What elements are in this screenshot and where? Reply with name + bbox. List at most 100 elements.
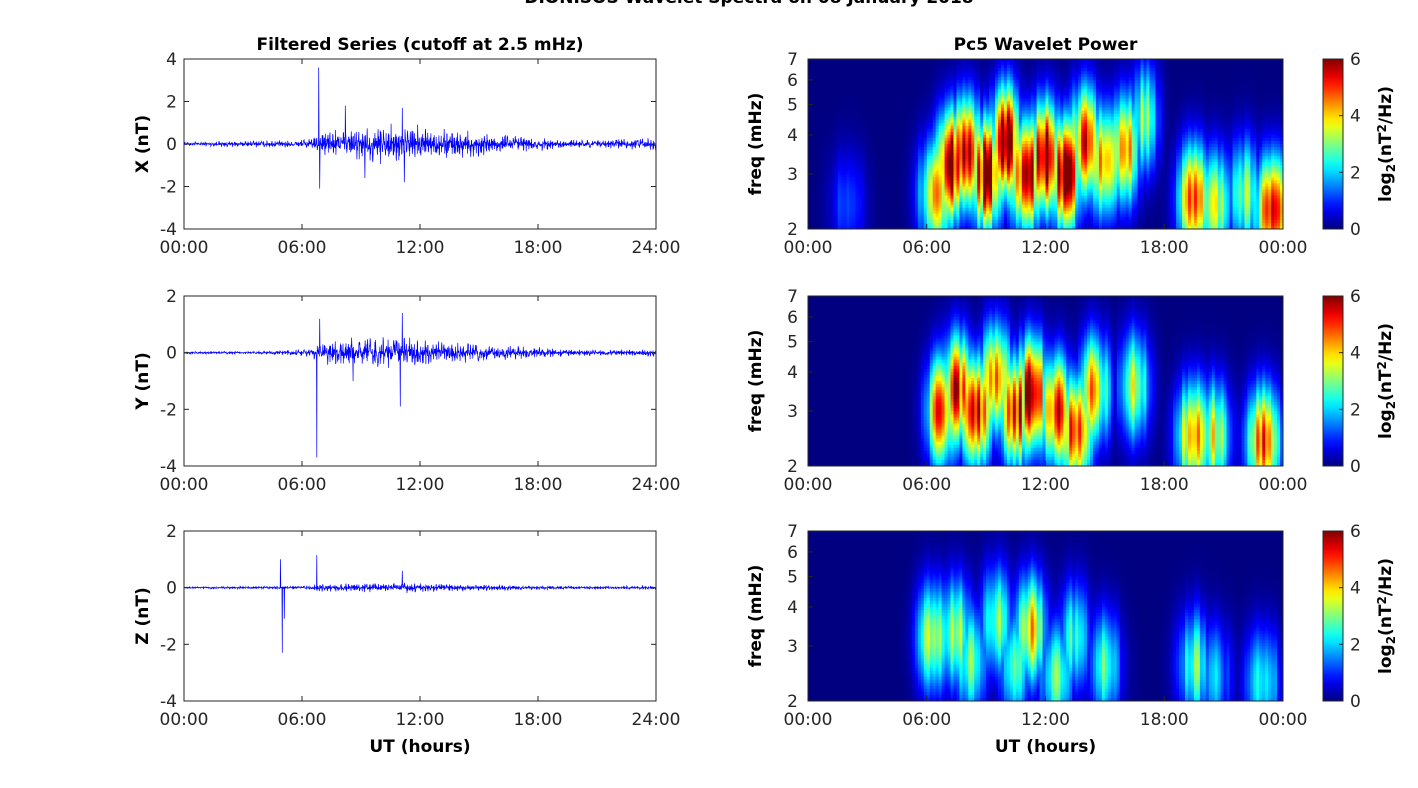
xtick-label: 24:00 (632, 475, 681, 495)
power-cell (1179, 131, 1183, 136)
power-cell (1152, 140, 1156, 145)
power-cell (965, 68, 969, 72)
power-cell (822, 119, 827, 124)
power-cell (1134, 74, 1139, 78)
power-cell (1057, 137, 1061, 142)
power-cell (1235, 125, 1240, 130)
power-cell (974, 107, 978, 112)
power-cell (1134, 83, 1139, 87)
power-cell (905, 134, 910, 139)
power-cell (1093, 113, 1097, 118)
power-cell (1161, 134, 1165, 139)
power-cell (1259, 95, 1263, 100)
power-cell (1253, 110, 1257, 115)
power-cell (1012, 86, 1017, 90)
power-cell (1027, 147, 1032, 151)
power-cell (1101, 125, 1106, 130)
power-cell (903, 74, 907, 78)
power-cell (1054, 128, 1058, 133)
power-cell (971, 98, 975, 103)
power-cell (1084, 144, 1088, 148)
power-cell (1093, 119, 1097, 124)
power-cell (1214, 104, 1219, 109)
power-cell (968, 119, 972, 124)
power-cell (1253, 137, 1257, 142)
power-cell (1101, 65, 1106, 69)
power-cell (1095, 131, 1100, 136)
power-cell (1182, 116, 1186, 121)
power-cell (1000, 104, 1005, 109)
power-cell (1075, 59, 1079, 63)
power-cell (1268, 113, 1272, 118)
power-cell (947, 125, 952, 130)
power-cell (825, 134, 830, 139)
power-cell (1170, 104, 1174, 109)
power-cell (995, 89, 999, 93)
power-cell (840, 68, 845, 72)
power-cell (1009, 116, 1014, 121)
power-cell (1229, 98, 1234, 103)
power-cell (900, 95, 904, 100)
power-cell (1087, 71, 1091, 75)
power-cell (894, 101, 898, 106)
power-cell (1220, 119, 1225, 124)
power-cell (1188, 86, 1192, 90)
power-cell (995, 128, 999, 133)
power-cell (858, 150, 863, 154)
power-cell (1030, 68, 1035, 72)
power-cell (1280, 128, 1283, 133)
power-cell (1110, 98, 1115, 103)
power-cell (1265, 101, 1269, 106)
power-cell (1223, 144, 1228, 148)
power-cell (891, 125, 895, 130)
power-cell (1057, 65, 1061, 69)
power-cell (867, 59, 871, 63)
power-cell (831, 80, 836, 84)
power-cell (1253, 122, 1257, 127)
power-cell (1152, 116, 1156, 121)
power-cell (1238, 83, 1243, 87)
power-cell (1274, 107, 1278, 112)
power-cell (1033, 113, 1038, 118)
power-cell (908, 128, 913, 133)
power-cell (816, 59, 821, 63)
power-cell (882, 95, 886, 100)
power-cell (1161, 131, 1165, 136)
power-cell (1060, 140, 1064, 145)
power-cell (1176, 80, 1180, 84)
power-cell (897, 59, 901, 63)
power-cell (1202, 119, 1207, 124)
power-cell (941, 107, 946, 112)
power-cell (1072, 59, 1076, 63)
power-cell (923, 74, 928, 78)
power-cell (1235, 71, 1240, 75)
power-cell (941, 147, 946, 151)
power-cell (894, 144, 898, 148)
power-cell (1036, 71, 1041, 75)
power-cell (968, 150, 972, 154)
power-cell (971, 110, 975, 115)
power-cell (1199, 147, 1204, 151)
power-cell (1232, 110, 1237, 115)
power-cell (1202, 125, 1207, 130)
power-cell (1208, 95, 1213, 100)
power-cell (855, 98, 860, 103)
power-cell (974, 147, 978, 151)
power-cell (1075, 119, 1079, 124)
power-cell (995, 83, 999, 87)
power-cell (837, 83, 842, 87)
ytick-label: 0 (166, 579, 177, 599)
power-cell (864, 119, 868, 124)
power-cell (971, 86, 975, 90)
power-cell (974, 71, 978, 75)
power-cell (903, 77, 907, 81)
power-cell (1087, 77, 1091, 81)
power-cell (1003, 119, 1008, 124)
power-cell (1090, 59, 1094, 63)
power-cell (1146, 92, 1151, 97)
power-cell (935, 86, 940, 90)
power-cell (974, 110, 978, 115)
power-cell (903, 147, 907, 151)
power-cell (882, 140, 886, 145)
power-cell (1271, 140, 1275, 145)
